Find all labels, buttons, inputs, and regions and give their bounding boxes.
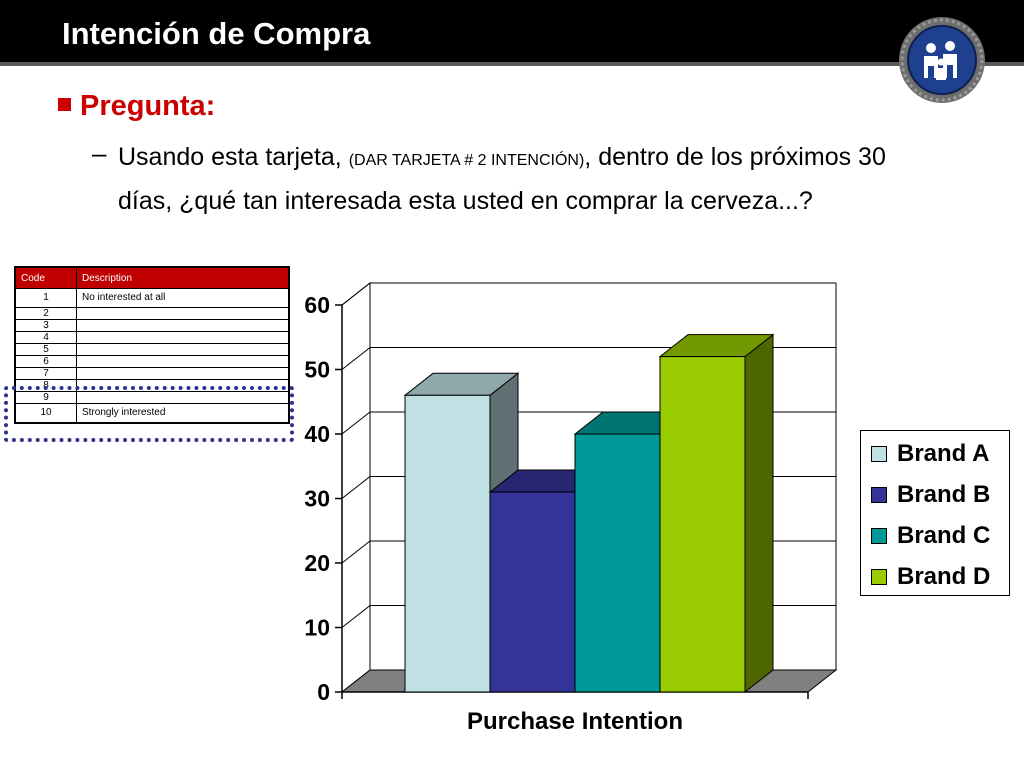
bar-brand-c	[574, 433, 661, 693]
legend-item: Brand B	[871, 480, 990, 510]
legend-swatch	[871, 528, 887, 544]
legend-item: Brand D	[871, 562, 990, 592]
slide-title: Intención de Compra	[62, 16, 371, 51]
family-icon	[899, 17, 985, 103]
title-bar	[0, 0, 1024, 62]
y-tick-label: 60	[304, 292, 330, 318]
legend-swatch	[871, 487, 887, 503]
description-cell: Strongly interested	[76, 403, 290, 424]
highlight-dotted-box	[4, 386, 294, 442]
question-text-b: , dentro de los próximos 30 días, ¿qué t…	[118, 143, 886, 215]
legend-label: Brand D	[897, 563, 991, 590]
table-row: 10 Strongly interested	[14, 403, 290, 424]
table-row: 9	[14, 391, 290, 404]
code-table: Code Description 1 No interested at all 2 3…	[14, 266, 290, 424]
legend-swatch	[871, 569, 887, 585]
legend-label: Brand B	[897, 481, 991, 508]
question-heading: Pregunta:	[58, 90, 215, 123]
bar-brand-d	[659, 356, 746, 693]
gridline	[341, 282, 836, 306]
bar-side	[744, 333, 774, 694]
y-tick-label: 10	[304, 615, 330, 641]
table-row: 6	[14, 355, 290, 368]
y-tick-label: 20	[304, 550, 330, 576]
legend-item: Brand C	[871, 521, 990, 551]
y-tick-label: 0	[317, 679, 330, 705]
legend-swatch	[871, 446, 887, 462]
question-heading-text: Pregunta:	[80, 90, 216, 122]
question-text-instruction: (DAR TARJETA # 2 INTENCIÓN)	[348, 152, 585, 169]
description-header: Description	[76, 266, 290, 289]
y-tick-label: 50	[304, 357, 330, 383]
description-cell	[76, 391, 290, 404]
bar-brand-a	[404, 394, 491, 693]
legend-label: Brand C	[897, 522, 991, 549]
bullet-square-icon	[58, 98, 71, 111]
legend-label: Brand A	[897, 440, 990, 467]
chart-legend: Brand A Brand B Brand C Brand D	[860, 430, 1010, 596]
question-text-a: Usando esta tarjeta,	[118, 143, 349, 171]
bar-brand-b	[489, 491, 576, 693]
legend-item: Brand A	[871, 439, 989, 469]
table-row: 5	[14, 343, 290, 356]
y-tick-label: 40	[304, 421, 330, 447]
question-dash: –	[92, 138, 107, 168]
x-axis-label: Purchase Intention	[466, 708, 684, 735]
question-text: Usando esta tarjeta, (DAR TARJETA # 2 IN…	[118, 137, 908, 221]
code-header: Code	[14, 266, 77, 289]
y-tick-label: 30	[304, 486, 330, 512]
title-bar-divider	[0, 62, 1024, 66]
